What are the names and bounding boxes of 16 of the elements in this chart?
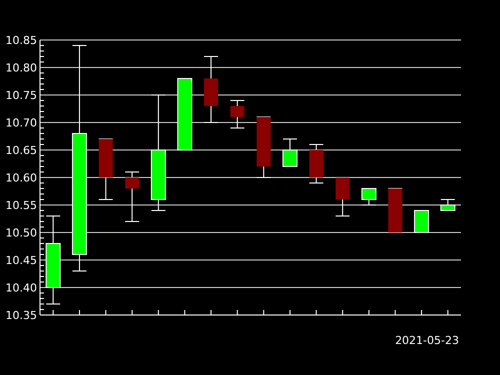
y-tick-label: 10.85	[6, 34, 37, 47]
y-tick-label: 10.60	[6, 171, 37, 184]
y-tick-label: 10.45	[6, 254, 37, 267]
y-tick-label: 10.65	[6, 144, 37, 157]
x-axis-title: 2021-05-23	[395, 334, 459, 347]
candlestick	[282, 138, 298, 167]
y-tick-label: 10.40	[6, 281, 37, 294]
y-tick-label: 10.70	[6, 116, 37, 130]
candlestick	[414, 210, 430, 233]
y-tick-label: 10.55	[6, 198, 37, 212]
y-tick-label: 10.80	[6, 61, 37, 74]
y-tick-label: 10.35	[6, 308, 37, 322]
candlestick	[440, 199, 456, 211]
candlestick	[361, 188, 376, 206]
y-tick-label: 10.50	[6, 226, 37, 240]
y-tick-label: 10.75	[6, 88, 37, 102]
